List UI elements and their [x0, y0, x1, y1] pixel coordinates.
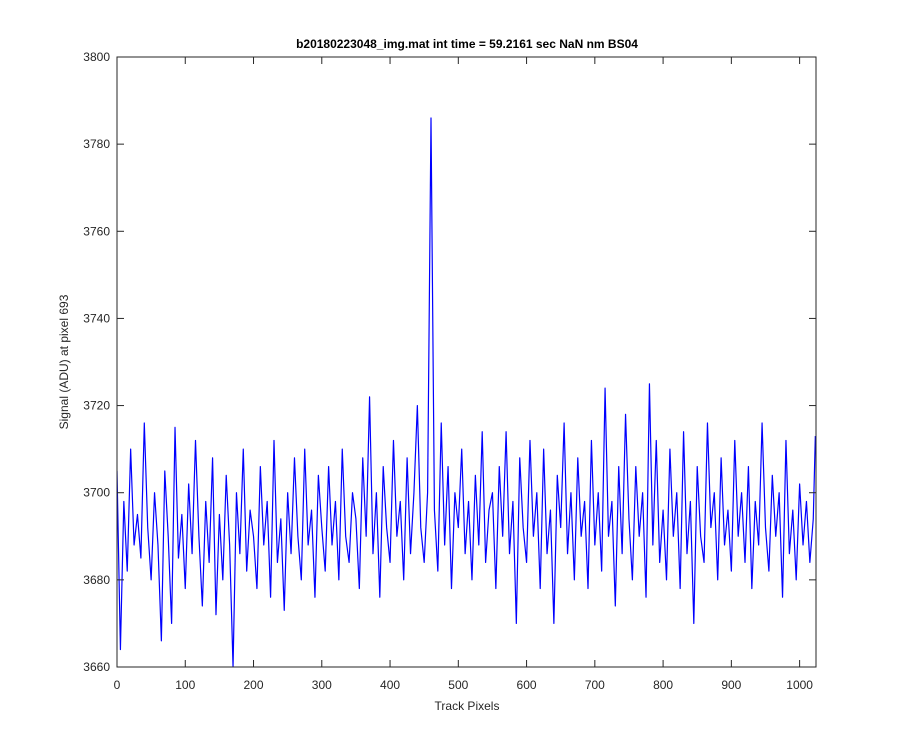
- x-axis-label: Track Pixels: [435, 699, 500, 713]
- x-tick-label: 100: [175, 678, 195, 692]
- x-tick-label: 700: [585, 678, 605, 692]
- x-tick-label: 800: [653, 678, 673, 692]
- y-tick-label: 3800: [83, 50, 110, 64]
- data-line: [117, 117, 816, 667]
- y-tick-label: 3780: [83, 137, 110, 151]
- y-axis-label: Signal (ADU) at pixel 693: [57, 294, 71, 429]
- x-tick-label: 400: [380, 678, 400, 692]
- y-tick-label: 3760: [83, 224, 110, 238]
- x-tick-label: 500: [448, 678, 468, 692]
- x-tick-label: 300: [312, 678, 332, 692]
- x-tick-label: 900: [721, 678, 741, 692]
- y-tick-label: 3660: [83, 660, 110, 674]
- y-tick-label: 3680: [83, 573, 110, 587]
- x-tick-label: 200: [244, 678, 264, 692]
- y-tick-label: 3720: [83, 399, 110, 413]
- y-tick-label: 3700: [83, 486, 110, 500]
- x-tick-label: 1000: [786, 678, 813, 692]
- x-tick-label: 0: [114, 678, 121, 692]
- y-tick-label: 3740: [83, 311, 110, 325]
- chart-title: b20180223048_img.mat int time = 59.2161 …: [296, 37, 638, 51]
- x-tick-label: 600: [517, 678, 537, 692]
- axes-box: [116, 56, 817, 668]
